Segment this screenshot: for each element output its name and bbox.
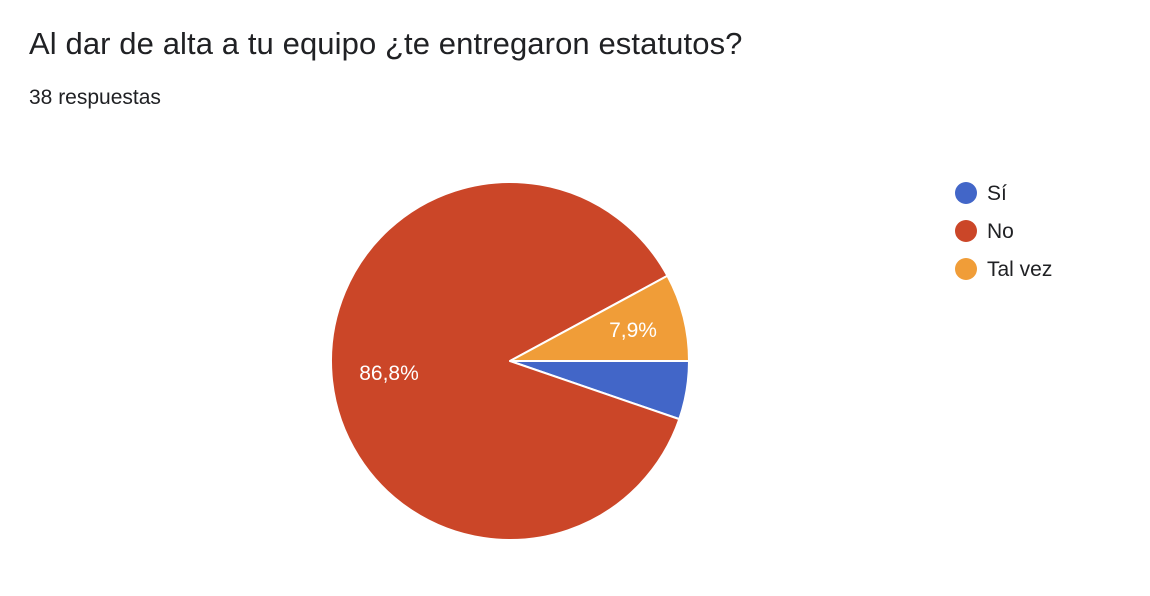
legend-label-no: No [987, 220, 1014, 243]
legend: Sí No Tal vez [955, 182, 1052, 281]
pie-slice-labels: 86,8% 7,9% [359, 319, 657, 385]
slice-label-no: 86,8% [359, 362, 419, 385]
chart-title: Al dar de alta a tu equipo ¿te entregaro… [29, 26, 743, 61]
legend-item-tal-vez[interactable]: Tal vez [955, 258, 1052, 281]
legend-item-no[interactable]: No [955, 220, 1014, 243]
slice-label-tal-vez: 7,9% [609, 319, 657, 342]
legend-swatch-tal-vez [955, 258, 977, 280]
response-count: 38 respuestas [29, 86, 161, 109]
legend-item-si[interactable]: Sí [955, 182, 1007, 205]
pie-slice-tal-vez[interactable] [509, 274, 690, 362]
pie-slice-no[interactable] [330, 181, 681, 541]
legend-label-si: Sí [987, 182, 1007, 205]
legend-label-tal-vez: Tal vez [987, 258, 1052, 281]
legend-swatch-si [955, 182, 977, 204]
pie-slices [330, 181, 690, 541]
legend-swatch-no [955, 220, 977, 242]
